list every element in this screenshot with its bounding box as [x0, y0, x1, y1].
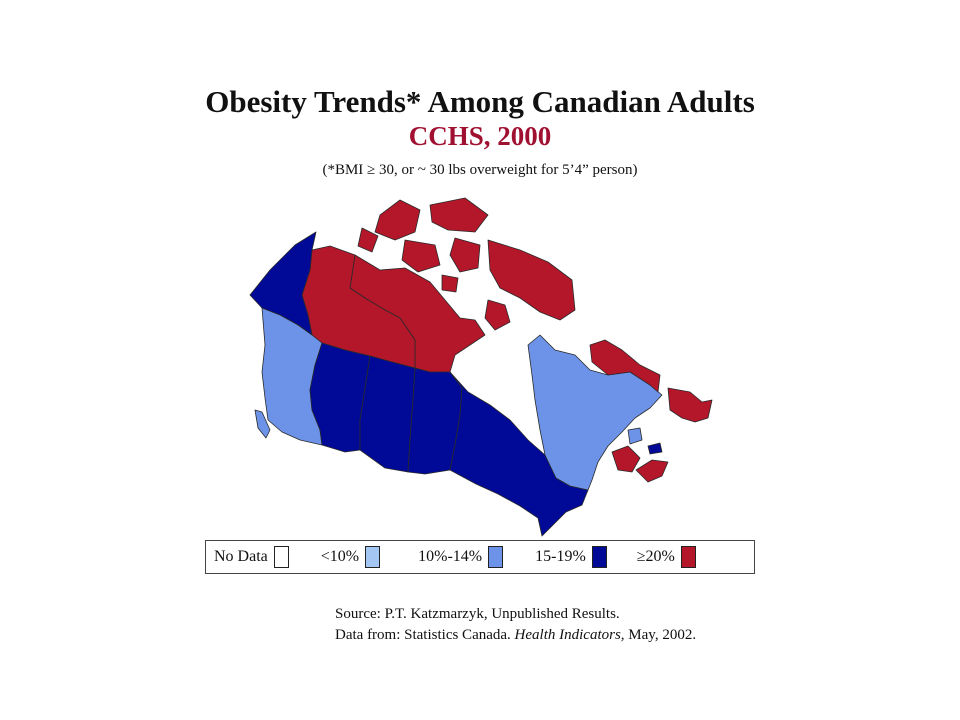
legend-swatch-ge20 — [680, 546, 696, 568]
legend-label-no-data: No Data — [214, 548, 268, 565]
region-ontario — [449, 371, 589, 537]
legend-item-10-14: 10%-14% — [418, 541, 504, 573]
region-quebec — [527, 334, 663, 491]
region-nunavut — [349, 197, 576, 373]
legend-item-lt10: <10% — [320, 541, 381, 573]
region-nunavut-island-4 — [449, 237, 481, 273]
region-prince-edward-island — [647, 442, 663, 455]
region-vancouver-island — [254, 409, 271, 439]
region-nunavut-island-8 — [441, 274, 459, 293]
region-saskatchewan — [359, 355, 416, 473]
map-subtitle: CCHS, 2000 — [408, 121, 552, 151]
region-nunavut-island-3 — [401, 239, 441, 273]
region-labrador — [589, 339, 661, 393]
legend-item-no-data: No Data — [214, 541, 289, 573]
region-nunavut-island-7 — [357, 227, 379, 253]
legend-label-lt10: <10% — [320, 548, 360, 565]
legend-item-15-19: 15-19% — [535, 541, 607, 573]
region-nunavut-island-2 — [429, 197, 489, 233]
legend-label-10-14: 10%-14% — [418, 548, 483, 565]
legend-swatch-15-19 — [591, 546, 607, 568]
region-nunavut-island-6 — [484, 299, 511, 331]
map-title: Obesity Trends* Among Canadian Adults — [205, 84, 755, 119]
region-nunavut-island-1 — [374, 199, 421, 241]
source-line-2: Data from: Statistics Canada. Health Ind… — [335, 625, 696, 646]
region-new-brunswick — [611, 445, 641, 473]
legend-label-15-19: 15-19% — [535, 548, 586, 565]
legend-swatch-lt10 — [365, 546, 381, 568]
map-legend: No Data <10% 10%-14% 15-19% ≥20% — [205, 540, 755, 574]
source-line-1: Source: P.T. Katzmarzyk, Unpublished Res… — [335, 606, 620, 622]
legend-swatch-10-14 — [488, 546, 504, 568]
region-nova-scotia — [635, 459, 669, 483]
legend-swatch-no-data — [273, 546, 289, 568]
legend-item-ge20: ≥20% — [637, 541, 696, 573]
region-quebec-gulf-island — [627, 427, 643, 445]
source-line-2-prefix: Data from: Statistics Canada. — [335, 627, 515, 643]
source-publication: Health Indicators, — [514, 627, 625, 643]
region-newfoundland — [667, 387, 713, 423]
source-line-2-suffix: May, 2002. — [624, 627, 697, 643]
source-citation: Source: P.T. Katzmarzyk, Unpublished Res… — [335, 604, 696, 646]
bmi-footnote: (*BMI ≥ 30, or ~ 30 lbs overweight for 5… — [322, 162, 638, 178]
region-nunavut-island-5 — [487, 239, 576, 321]
legend-label-ge20: ≥20% — [636, 548, 675, 565]
